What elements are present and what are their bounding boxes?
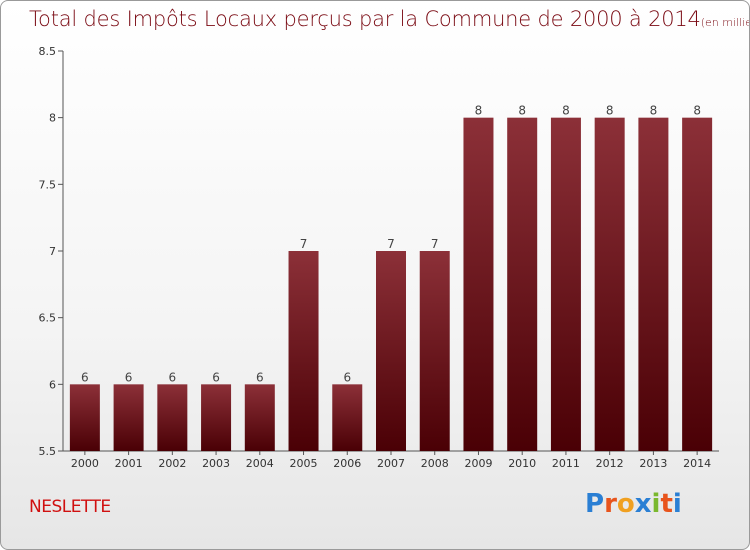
chart-subtitle: (en milliers d'€): [700, 16, 749, 29]
data-label: 8: [693, 104, 701, 118]
chart-title-text: Total des Impôts Locaux perçus par la Co…: [29, 7, 701, 31]
bar: [332, 384, 363, 451]
data-label: 8: [606, 104, 614, 118]
x-tick-label: 2010: [508, 457, 536, 470]
bar: [550, 117, 581, 452]
data-label: 6: [125, 370, 133, 384]
x-tick-label: 2003: [202, 457, 230, 470]
data-label: 8: [475, 104, 483, 118]
data-label: 8: [650, 104, 658, 118]
x-tick-label: 2007: [377, 457, 405, 470]
data-label: 6: [81, 370, 89, 384]
bar: [638, 117, 669, 452]
bar: [113, 384, 144, 451]
y-tick-label: 7.5: [39, 178, 57, 191]
proxiti-logo[interactable]: Proxiti: [585, 489, 682, 519]
y-tick-label: 7: [49, 245, 56, 258]
x-tick-label: 2006: [333, 457, 361, 470]
x-tick-label: 2008: [421, 457, 449, 470]
x-tick-label: 2001: [115, 457, 143, 470]
commune-name: NESLETTE: [29, 497, 111, 517]
y-tick-label: 8: [49, 112, 56, 125]
bar: [463, 117, 494, 452]
logo-letter: t: [660, 489, 673, 519]
data-label: 8: [562, 104, 570, 118]
y-tick-label: 8.5: [39, 45, 57, 58]
data-label: 7: [431, 237, 439, 251]
x-tick-label: 2004: [246, 457, 274, 470]
bar: [244, 384, 275, 451]
x-tick-label: 2014: [683, 457, 711, 470]
data-label: 6: [256, 370, 264, 384]
bar: [419, 251, 450, 451]
bar: [376, 251, 406, 451]
logo-letter: P: [585, 489, 605, 519]
x-tick-label: 2012: [596, 457, 624, 470]
bar: [69, 384, 100, 451]
data-label: 8: [518, 104, 526, 118]
x-tick-label: 2005: [290, 457, 318, 470]
data-label: 6: [169, 370, 177, 384]
x-tick-label: 2011: [552, 457, 580, 470]
y-tick-label: 6: [49, 378, 56, 391]
chart-title: Total des Impôts Locaux perçus par la Co…: [29, 7, 749, 31]
y-tick-label: 5.5: [39, 445, 57, 458]
data-label: 6: [343, 370, 351, 384]
logo-letter: r: [604, 489, 617, 519]
logo-letter: o: [616, 489, 635, 519]
x-tick-label: 2009: [464, 457, 492, 470]
bar: [288, 251, 319, 451]
data-label: 7: [387, 237, 395, 251]
x-tick-label: 2000: [71, 457, 99, 470]
bar: [594, 117, 625, 452]
y-tick-label: 6.5: [39, 312, 57, 325]
data-label: 7: [300, 237, 308, 251]
logo-letter: i: [651, 489, 661, 519]
logo-letter: x: [634, 489, 652, 519]
data-label: 6: [212, 370, 220, 384]
bar: [157, 384, 188, 451]
x-tick-label: 2002: [158, 457, 186, 470]
logo-letter: i: [672, 489, 682, 519]
bar: [507, 117, 538, 452]
bar: [682, 117, 713, 452]
x-tick-label: 2013: [639, 457, 667, 470]
bar: [201, 384, 232, 451]
